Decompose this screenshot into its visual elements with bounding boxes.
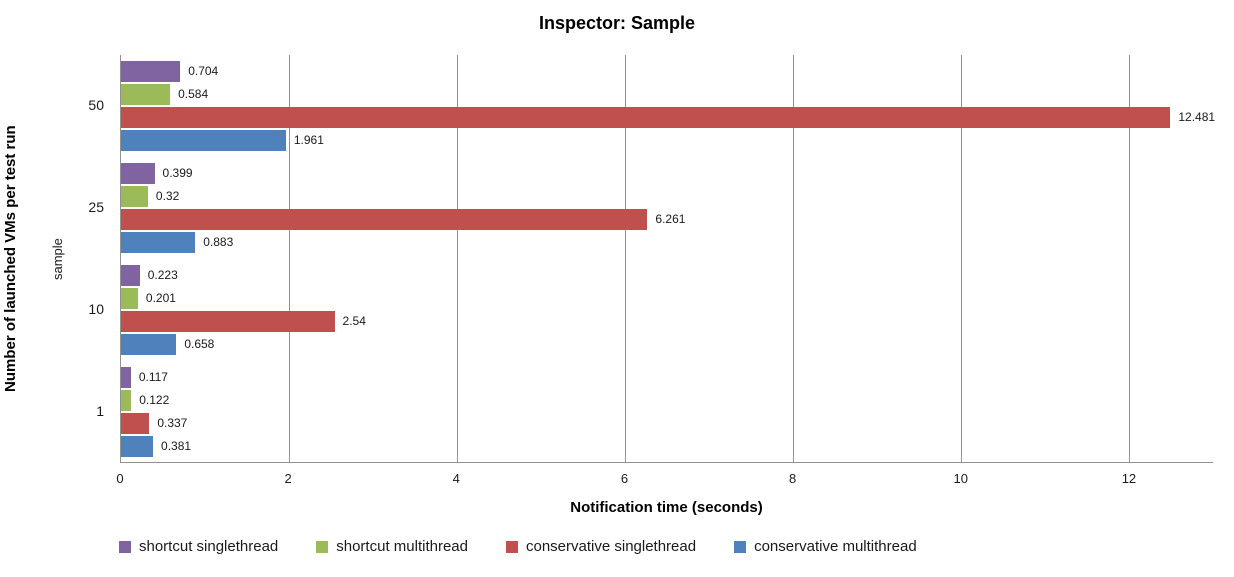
- category-label: 50: [88, 97, 104, 113]
- x-tick-label: 12: [1121, 471, 1137, 486]
- x-tick-label: 2: [284, 471, 292, 486]
- legend-label: conservative singlethread: [525, 538, 697, 555]
- legend-label: conservative multithread: [754, 538, 917, 555]
- bar-row: 0.32: [121, 186, 1213, 207]
- bar-value-label: 0.337: [157, 416, 188, 430]
- bar-row: 12.481: [121, 107, 1216, 128]
- bar-value-label: 0.658: [184, 337, 215, 351]
- x-tick-label: 10: [953, 471, 968, 486]
- bar-value-label: 0.201: [145, 291, 176, 305]
- bar-row: 0.337: [121, 413, 1213, 434]
- bar-group-25: 0.399 0.32 6.261 0.883: [121, 163, 1213, 255]
- bar-value-label: 0.883: [203, 235, 234, 249]
- gridline: [456, 55, 458, 462]
- bar-value-label: 0.584: [178, 87, 209, 101]
- bar-value-label: 0.223: [147, 268, 178, 282]
- gridline: [961, 55, 963, 462]
- bar-row: 0.122: [121, 390, 1213, 411]
- x-tick-label: 4: [452, 471, 460, 486]
- bar-value-label: 6.261: [655, 212, 686, 226]
- gridline: [624, 55, 626, 462]
- bar: [121, 107, 1171, 128]
- bar-value-label: 0.32: [155, 189, 180, 203]
- bar-value-label: 12.481: [1178, 110, 1216, 124]
- category-label: 1: [96, 403, 104, 419]
- bar-value-label: 0.704: [188, 64, 219, 78]
- bar-group-10: 0.223 0.201 2.54 0.658: [121, 265, 1213, 357]
- bar: [121, 390, 132, 411]
- bar-value-label: 0.399: [162, 166, 193, 180]
- bar: [121, 186, 148, 207]
- bar: [121, 265, 140, 286]
- bar-row: 2.54: [121, 311, 1213, 332]
- bar-row: 6.261: [121, 209, 1213, 230]
- bar: [121, 311, 335, 332]
- bar-group-50: 0.704 0.584 12.481 1.961: [121, 61, 1216, 153]
- legend-swatch-icon: [505, 540, 518, 553]
- bar-value-label: 0.122: [139, 393, 170, 407]
- bar-row: 0.201: [121, 288, 1213, 309]
- x-tick-label: 8: [788, 471, 797, 486]
- legend-label: shortcut multithread: [336, 538, 468, 555]
- legend-item: shortcut singlethread: [119, 538, 278, 555]
- bar-value-label: 0.381: [161, 439, 192, 453]
- bar: [121, 84, 171, 105]
- bar: [121, 130, 286, 151]
- legend-swatch-icon: [316, 540, 329, 553]
- legend-swatch-icon: [734, 540, 747, 553]
- bar-row: 0.658: [121, 334, 1213, 355]
- bar-value-label: 2.54: [342, 314, 366, 328]
- bar-row: 0.223: [121, 265, 1213, 286]
- bar: [121, 413, 150, 434]
- bar-row: 0.883: [121, 232, 1213, 253]
- bar-row: 0.117: [121, 367, 1213, 388]
- x-tick-label: 0: [116, 471, 124, 486]
- legend-item: shortcut multithread: [316, 538, 468, 555]
- chart-title: Inspector: Sample: [538, 13, 696, 33]
- bar: [121, 334, 177, 355]
- bar: [121, 232, 196, 253]
- y-axis-subtitle: sample: [50, 238, 65, 280]
- bar: [121, 436, 154, 457]
- bar-value-label: 0.117: [138, 370, 168, 384]
- category-label: 10: [88, 301, 104, 317]
- bar-value-label: 1.961: [293, 133, 324, 147]
- legend-item: conservative multithread: [734, 538, 917, 555]
- bar: [121, 288, 138, 309]
- plot-area: 0.704 0.584 12.481 1.961 0.399 0.32 6.261 0.883…: [120, 55, 1216, 463]
- x-tick-label: 6: [620, 471, 629, 486]
- bar-row: 0.704: [121, 61, 1213, 82]
- x-axis-title: Notification time (seconds): [570, 499, 763, 516]
- gridline: [793, 55, 795, 462]
- legend-label: shortcut singlethread: [139, 538, 279, 555]
- bar-row: 0.381: [121, 436, 1213, 457]
- legend-item: conservative singlethread: [505, 538, 697, 555]
- bar-row: 0.584: [121, 84, 1213, 105]
- bar-row: 0.399: [121, 163, 1213, 184]
- bar: [121, 61, 181, 82]
- gridline: [1129, 55, 1131, 462]
- bar-group-1: 0.117 0.122 0.337 0.381: [121, 367, 1213, 459]
- bar: [121, 367, 131, 388]
- bar-row: 1.961: [121, 130, 1213, 151]
- legend: shortcut singlethread shortcut multithrea…: [119, 538, 917, 555]
- y-axis-title: Number of launched VMs per test run: [2, 125, 19, 393]
- bar: [121, 209, 648, 230]
- category-label: 25: [88, 199, 104, 215]
- bar: [121, 163, 155, 184]
- legend-swatch-icon: [119, 540, 131, 553]
- gridline: [288, 55, 290, 462]
